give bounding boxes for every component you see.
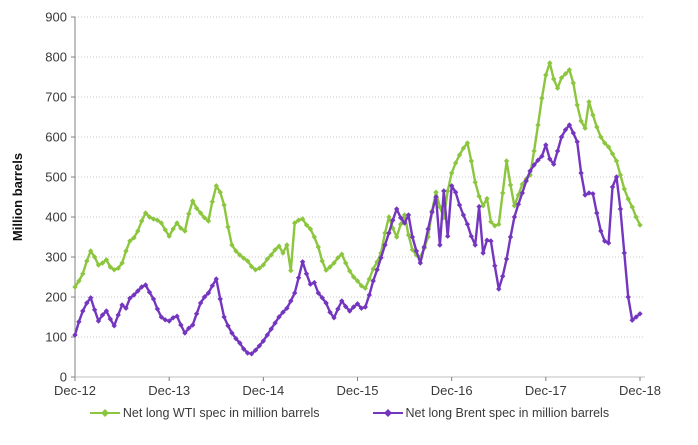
legend-label-wti: Net long WTI spec in million barrels xyxy=(122,406,320,420)
series-markers-wti xyxy=(72,60,643,291)
axis-labels: 0 100 200 300 400 500 600 700 800 900 Dec-12 Dec-13… xyxy=(45,10,661,399)
y-axis-tick-label: 200 xyxy=(45,290,67,305)
y-axis-tick-label: 900 xyxy=(45,10,67,25)
x-axis-tick-label: Dec-18 xyxy=(619,383,661,398)
series xyxy=(72,60,643,357)
y-axis-tick-label: 600 xyxy=(45,130,67,145)
wti-line-marker-icon xyxy=(89,409,120,417)
y-axis-tick-label: 700 xyxy=(45,90,67,105)
y-axis-tick-label: 400 xyxy=(45,210,67,225)
legend-item-wti: Net long WTI spec in million barrels xyxy=(89,406,320,420)
net-long-oil-chart: 0 100 200 300 400 500 600 700 800 900 Dec-12 Dec-13… xyxy=(10,10,661,399)
x-axis-tick-label: Dec-15 xyxy=(337,383,379,398)
legend-diamond xyxy=(383,409,392,417)
y-axis-tick-label: 800 xyxy=(45,50,67,65)
legend-item-brent: Net long Brent spec in million barrels xyxy=(372,406,610,420)
axes xyxy=(71,16,645,381)
x-axis-tick-label: Dec-13 xyxy=(148,383,190,398)
x-axis-tick-label: Dec-17 xyxy=(525,383,567,398)
y-axis-tick-label: 300 xyxy=(45,250,67,265)
series-line-brent xyxy=(73,123,641,355)
y-axis-tick-label: 0 xyxy=(60,370,67,385)
x-axis-tick-label: Dec-12 xyxy=(54,383,96,398)
gridlines xyxy=(75,16,645,338)
legend-diamond xyxy=(100,409,109,417)
y-axis-title: Million barrels xyxy=(10,153,25,241)
y-axis-tick-label: 500 xyxy=(45,170,67,185)
x-axis-tick-label: Dec-14 xyxy=(242,383,284,398)
x-axis-tick-label: Dec-16 xyxy=(431,383,473,398)
legend-label-brent: Net long Brent spec in million barrels xyxy=(405,406,610,420)
chart-legend: Net long WTI spec in million barrels Net… xyxy=(0,406,698,420)
y-axis-tick-label: 100 xyxy=(45,330,67,345)
series-markers-brent xyxy=(72,122,643,357)
brent-line-marker-icon xyxy=(372,409,403,417)
